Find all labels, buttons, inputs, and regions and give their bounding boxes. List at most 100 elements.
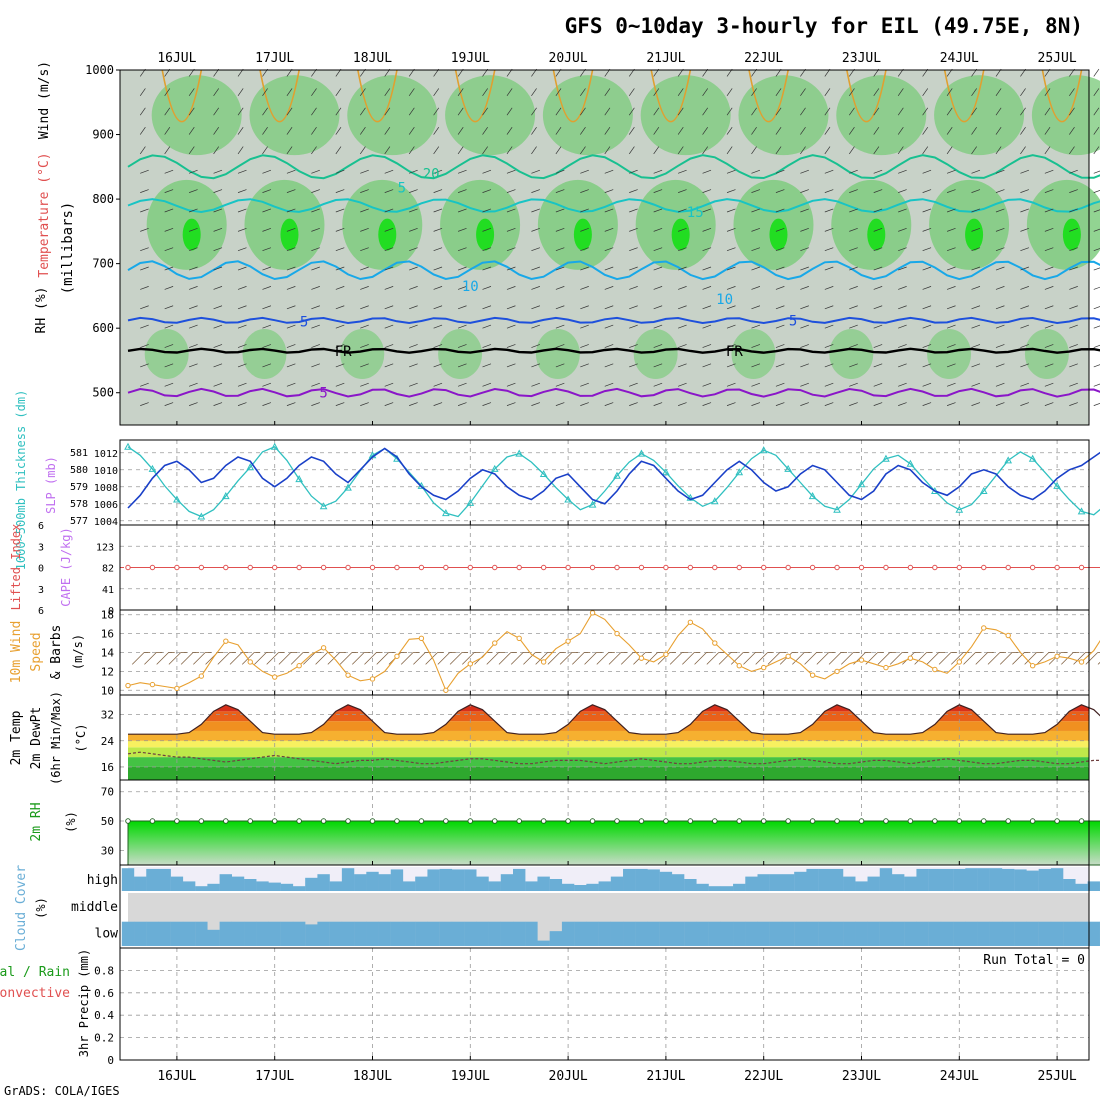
wind-barb — [678, 402, 687, 406]
series-point — [589, 564, 596, 571]
wind-barb — [140, 363, 149, 368]
wind-barb — [1069, 247, 1078, 252]
wind-barb — [580, 146, 586, 155]
day-tick-label: 24JUL — [940, 51, 979, 66]
wind-barb — [188, 88, 195, 97]
wind-barb — [237, 146, 244, 155]
wind-barb — [457, 189, 467, 193]
y-tick-label: 18 — [101, 609, 114, 622]
series-point — [198, 818, 205, 824]
series-point — [418, 564, 425, 571]
cloud-bar — [341, 921, 355, 946]
y-tick-label: 800 — [92, 192, 114, 206]
wind-barb — [726, 266, 736, 271]
wind-barb — [335, 189, 345, 193]
cloud-bar — [1050, 921, 1064, 946]
rh-moist-patch — [340, 329, 385, 379]
cloud-bar — [745, 921, 758, 946]
cloud-bar — [623, 868, 636, 891]
series-point — [565, 638, 571, 644]
rh-moist-patch — [934, 75, 1025, 156]
wind-barb — [824, 344, 834, 348]
wind-barb — [486, 652, 500, 665]
wind-barb — [849, 324, 858, 329]
upper-air-ylabel: (millibars) — [60, 202, 76, 295]
series-point — [490, 464, 499, 472]
wind-barb — [384, 286, 394, 290]
wind-barb — [1093, 88, 1100, 97]
wind-barb — [873, 189, 883, 193]
wind-barb — [433, 247, 443, 252]
wind-barb — [800, 305, 809, 310]
wind-barb — [995, 382, 1005, 387]
wind-barb — [189, 189, 198, 193]
contour-label: 5 — [789, 313, 797, 329]
wind-barb — [971, 266, 981, 271]
y-tick-label: 32 — [101, 709, 114, 722]
wind-barb — [775, 305, 785, 310]
wind-barb — [604, 266, 614, 271]
wind-barb — [800, 146, 806, 155]
wind-barb — [531, 247, 541, 252]
wind-barb — [775, 126, 782, 135]
cloud-bar — [513, 868, 526, 891]
contour-label: FR — [335, 344, 352, 360]
wind-barb — [946, 266, 956, 271]
wind-barb — [702, 107, 709, 116]
wind-label-line1: 10m Wind — [9, 621, 24, 684]
series-point — [466, 498, 475, 506]
wind-barb — [262, 189, 272, 193]
series-point — [932, 564, 938, 571]
temp-label-line1: 2m Temp — [9, 710, 24, 765]
wind-barb — [213, 247, 223, 252]
wind-barb — [898, 324, 907, 329]
wind-barb — [824, 247, 834, 252]
wind-barb — [849, 247, 858, 252]
wind-barb — [946, 402, 956, 406]
wind-barb — [629, 344, 638, 348]
wind-barb — [726, 324, 736, 329]
precip-total-label: Total / Rain — [0, 965, 70, 980]
rh-panel: 30 50 70 — [101, 780, 1100, 866]
wind-barb — [653, 344, 663, 348]
wind-barb — [971, 88, 977, 97]
wind-barb — [971, 227, 981, 232]
wind-barb — [1020, 88, 1026, 97]
wind-barb — [1093, 267, 1100, 271]
wind-barb — [873, 169, 883, 174]
wind-barb — [359, 107, 366, 116]
wind-barb — [873, 227, 883, 232]
wind-barb — [1020, 107, 1026, 116]
wind-barb — [164, 227, 174, 232]
wind-barb — [311, 382, 320, 387]
wind-barb — [457, 286, 467, 290]
wind-barb — [531, 107, 537, 116]
wind-barb — [229, 652, 243, 665]
cloud-bar — [182, 881, 196, 891]
wind-barb — [848, 88, 855, 97]
day-tick-label: 18JUL — [353, 51, 392, 66]
wind-barb — [678, 208, 687, 213]
wind-barb — [335, 227, 345, 232]
wind-barb — [800, 208, 809, 213]
wind-barb — [506, 266, 516, 271]
series-point — [492, 640, 498, 646]
wind-barb — [409, 382, 418, 387]
wind-barb — [726, 126, 733, 135]
wind-barb — [775, 88, 782, 97]
precip-frame — [119, 947, 1090, 1061]
series-point — [564, 495, 572, 503]
wind-barb — [677, 146, 684, 155]
cloud-bar — [830, 921, 844, 946]
wind-barb — [914, 652, 927, 665]
wind-barb — [628, 88, 635, 97]
series-point — [710, 497, 719, 505]
wind-barb — [311, 363, 320, 368]
series-point — [174, 818, 180, 824]
wind-barb — [360, 266, 369, 271]
series-point — [272, 564, 278, 571]
cloud-bar — [1087, 881, 1100, 891]
wind-barb — [946, 363, 956, 368]
wind-barb — [653, 146, 660, 155]
wind-barb — [339, 652, 353, 665]
